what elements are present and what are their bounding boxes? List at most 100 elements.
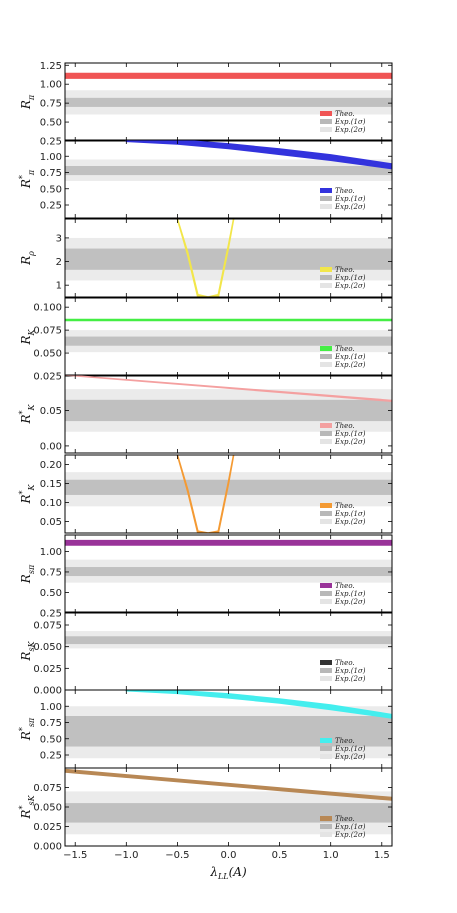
exp-1sigma-band	[65, 399, 392, 422]
legend-label: Theo.	[335, 345, 355, 353]
exp-1sigma-band	[65, 803, 392, 823]
legend-label: Theo.	[335, 502, 355, 510]
y-tick-label: 0.25	[40, 201, 62, 212]
y-tick-label: 0.025	[33, 822, 62, 833]
y-axis-label-text: Rπ	[19, 94, 36, 110]
theory-band	[176, 219, 235, 297]
y-axis-label-text: R*K	[18, 403, 36, 424]
y-tick-label: 0.75	[40, 718, 62, 729]
y-axis-label-text: Rsπ	[19, 564, 36, 584]
legend-swatch	[320, 676, 332, 681]
theory-band	[65, 768, 392, 801]
legend-swatch	[320, 746, 332, 751]
legend-swatch	[320, 599, 332, 604]
y-tick-label: 0.050	[33, 349, 62, 360]
legend-swatch	[320, 816, 332, 821]
legend-swatch	[320, 591, 332, 596]
x-tick-label: −1.5	[63, 850, 87, 861]
legend-label: Exp.(1σ)	[334, 353, 366, 361]
y-tick-label: 0.05	[40, 406, 62, 417]
y-tick-label: 0.25	[40, 751, 62, 762]
y-tick-label: 0.050	[33, 642, 62, 653]
y-axis-label: Rsπ	[19, 564, 36, 584]
y-axis-label-text: R*sπ	[18, 717, 36, 741]
y-axis-label-text: R*sK	[18, 794, 36, 819]
legend-label: Exp.(1σ)	[334, 195, 366, 203]
y-axis-label: RK	[19, 328, 36, 345]
y-tick-label: 3	[56, 233, 62, 244]
legend-label: Exp.(2σ)	[334, 753, 366, 761]
y-tick-label: 0.25	[40, 137, 62, 148]
legend-swatch	[320, 832, 332, 837]
y-tick-label: 0.50	[40, 588, 62, 599]
legend-label: Theo.	[335, 737, 355, 745]
legend-swatch	[320, 346, 332, 351]
legend-label: Exp.(1σ)	[334, 590, 366, 598]
x-axis-label: λLL(A)	[209, 865, 247, 881]
y-tick-label: 0.15	[40, 479, 62, 490]
legend-swatch	[320, 354, 332, 359]
y-axis-label-text: Rρ	[19, 251, 36, 266]
y-axis-label: R*K	[18, 483, 36, 504]
legend-label: Theo.	[335, 659, 355, 667]
exp-1sigma-band	[65, 248, 392, 270]
theory-band	[176, 455, 235, 533]
theory-band	[65, 539, 392, 546]
y-tick-label: 0.75	[40, 168, 62, 179]
theory-band	[65, 375, 392, 402]
y-axis-label: RsK	[19, 640, 36, 661]
legend-label: Exp.(1σ)	[334, 118, 366, 126]
legend-swatch	[320, 188, 332, 193]
legend-label: Exp.(2σ)	[334, 203, 366, 211]
legend-swatch	[320, 283, 332, 288]
legend-label: Exp.(2σ)	[334, 361, 366, 369]
exp-1sigma-band	[65, 166, 392, 176]
legend-swatch	[320, 423, 332, 428]
y-tick-label: 1.00	[40, 547, 62, 558]
legend-swatch	[320, 127, 332, 132]
y-tick-label: 1.00	[40, 702, 62, 713]
exp-1sigma-band	[65, 97, 392, 107]
legend-swatch	[320, 668, 332, 673]
y-axis-label: R*sK	[18, 794, 36, 819]
legend-swatch	[320, 111, 332, 116]
y-tick-label: 2	[56, 257, 62, 268]
y-tick-label: 0.075	[33, 621, 62, 632]
panel-5: 0.00 0.05 R*K Theo.Exp.(1σ)Exp.(2σ)	[18, 374, 393, 454]
legend-label: Theo.	[335, 422, 355, 430]
legend-label: Exp.(2σ)	[334, 675, 366, 683]
y-tick-label: 0.50	[40, 118, 62, 129]
legend-swatch	[320, 204, 332, 209]
legend-label: Theo.	[335, 815, 355, 823]
y-axis-label: R*K	[18, 403, 36, 424]
y-tick-label: 0.05	[40, 517, 62, 528]
theory-band	[65, 72, 392, 79]
legend-label: Exp.(1σ)	[334, 745, 366, 753]
legend-label: Theo.	[335, 266, 355, 274]
legend-swatch	[320, 431, 332, 436]
y-tick-label: 0.00	[40, 441, 62, 452]
y-tick-label: 0.075	[33, 783, 62, 794]
legend-label: Exp.(2σ)	[334, 126, 366, 134]
panel-1: 0.25 0.50 0.75 1.00 1.25 Rπ Theo.Exp.(1σ)Exp.(…	[19, 61, 393, 148]
legend-label: Exp.(2σ)	[334, 518, 366, 526]
legend-label: Exp.(1σ)	[334, 274, 366, 282]
legend-swatch	[320, 824, 332, 829]
legend-label: Exp.(1σ)	[334, 510, 366, 518]
legend-swatch	[320, 275, 332, 280]
y-tick-label: 0.000	[33, 686, 62, 697]
theory-band	[65, 318, 392, 322]
y-tick-label: 1.00	[40, 152, 62, 163]
legend-swatch	[320, 196, 332, 201]
y-tick-label: 1.25	[40, 61, 62, 72]
x-tick-label: −0.5	[165, 850, 189, 861]
y-tick-label: 0.75	[40, 99, 62, 110]
legend-label: Theo.	[335, 582, 355, 590]
legend-swatch	[320, 583, 332, 588]
legend-label: Theo.	[335, 187, 355, 195]
y-tick-label: 0.050	[33, 803, 62, 814]
legend-swatch	[320, 754, 332, 759]
panel-4: 0.025 0.050 0.075 0.100 RK Theo.Exp.(1σ)Exp.(…	[19, 297, 393, 383]
legend-swatch	[320, 362, 332, 367]
y-axis-label: R*sπ	[18, 717, 36, 741]
